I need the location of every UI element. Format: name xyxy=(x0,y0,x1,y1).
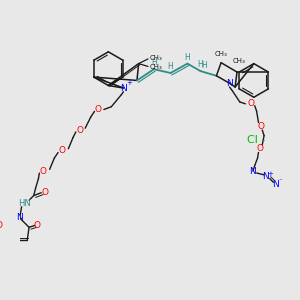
Text: O: O xyxy=(258,122,265,131)
Text: N: N xyxy=(262,172,269,181)
Text: O: O xyxy=(58,146,65,155)
Text: N: N xyxy=(226,79,233,88)
Text: N: N xyxy=(272,180,279,189)
Text: CH₃: CH₃ xyxy=(150,64,163,70)
Text: H: H xyxy=(168,62,173,71)
Text: O: O xyxy=(41,188,49,197)
Text: O: O xyxy=(0,221,3,230)
Text: HN: HN xyxy=(18,199,31,208)
Text: O: O xyxy=(248,99,254,108)
Text: H: H xyxy=(198,60,203,69)
Text: +: + xyxy=(126,80,132,86)
Text: O: O xyxy=(257,144,264,153)
Text: H: H xyxy=(184,52,190,62)
Text: O: O xyxy=(33,221,40,230)
Text: ⁻: ⁻ xyxy=(278,178,282,184)
Text: O: O xyxy=(40,167,46,176)
Text: +: + xyxy=(268,171,274,177)
Text: O: O xyxy=(76,126,83,135)
Text: H: H xyxy=(151,58,157,67)
Text: O: O xyxy=(95,105,102,114)
Text: N: N xyxy=(120,83,127,92)
Text: N: N xyxy=(250,167,256,176)
Text: CH₃: CH₃ xyxy=(150,55,163,61)
Text: CH₃: CH₃ xyxy=(232,58,245,64)
Text: H: H xyxy=(201,61,207,70)
Text: CH₃: CH₃ xyxy=(215,51,227,57)
Text: Cl -: Cl - xyxy=(247,135,266,145)
Text: N: N xyxy=(16,214,23,223)
